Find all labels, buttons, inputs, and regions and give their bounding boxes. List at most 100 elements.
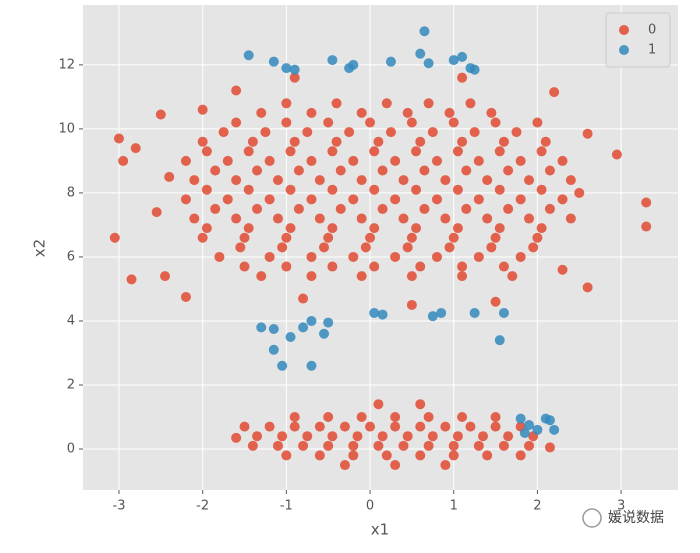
- x-tick-label: 2: [533, 499, 541, 514]
- point: [411, 184, 422, 195]
- x-tick-label: -3: [113, 499, 126, 514]
- point: [277, 360, 288, 371]
- point: [448, 55, 459, 66]
- point: [377, 309, 388, 320]
- watermark-text: 媛说数据: [608, 510, 664, 526]
- point: [323, 117, 334, 128]
- point: [461, 203, 472, 214]
- point: [377, 165, 388, 176]
- point: [427, 311, 438, 322]
- point: [314, 450, 325, 461]
- point: [415, 261, 426, 272]
- point: [285, 146, 296, 157]
- point: [118, 155, 129, 166]
- point: [482, 213, 493, 224]
- point: [423, 58, 434, 69]
- point: [423, 440, 434, 451]
- point: [452, 223, 463, 234]
- point: [536, 146, 547, 157]
- point: [189, 213, 200, 224]
- point: [327, 261, 338, 272]
- point: [348, 155, 359, 166]
- point: [306, 251, 317, 262]
- point: [544, 203, 555, 214]
- point: [327, 184, 338, 195]
- point: [239, 232, 250, 243]
- point: [155, 109, 166, 120]
- point: [478, 431, 489, 442]
- point: [247, 440, 258, 451]
- point: [494, 335, 505, 346]
- y-axis-label: x2: [31, 239, 49, 257]
- point: [243, 184, 254, 195]
- point: [557, 155, 568, 166]
- point: [415, 136, 426, 147]
- point: [327, 55, 338, 66]
- point: [565, 175, 576, 186]
- point: [348, 194, 359, 205]
- point: [415, 48, 426, 59]
- point: [473, 155, 484, 166]
- point: [423, 412, 434, 423]
- point: [390, 251, 401, 262]
- point: [180, 291, 191, 302]
- point: [565, 213, 576, 224]
- point: [402, 431, 413, 442]
- point: [411, 223, 422, 234]
- point: [398, 213, 409, 224]
- point: [298, 440, 309, 451]
- point: [515, 194, 526, 205]
- point: [352, 431, 363, 442]
- point: [130, 143, 141, 154]
- point: [348, 59, 359, 70]
- point: [281, 117, 292, 128]
- point: [285, 184, 296, 195]
- point: [231, 175, 242, 186]
- point: [239, 421, 250, 432]
- point: [398, 440, 409, 451]
- point: [306, 107, 317, 118]
- point: [549, 424, 560, 435]
- point: [327, 223, 338, 234]
- point: [528, 242, 539, 253]
- point: [498, 307, 509, 318]
- point: [415, 450, 426, 461]
- point: [532, 424, 543, 435]
- point: [218, 127, 229, 138]
- point: [302, 431, 313, 442]
- point: [544, 415, 555, 426]
- y-tick-label: 10: [58, 121, 75, 136]
- point: [298, 293, 309, 304]
- point: [151, 207, 162, 218]
- point: [344, 127, 355, 138]
- point: [306, 155, 317, 166]
- point: [264, 421, 275, 432]
- point: [289, 72, 300, 83]
- point: [436, 307, 447, 318]
- point: [448, 440, 459, 451]
- point: [419, 165, 430, 176]
- point: [498, 261, 509, 272]
- point: [406, 232, 417, 243]
- point: [457, 412, 468, 423]
- point: [373, 136, 384, 147]
- point: [356, 107, 367, 118]
- point: [365, 232, 376, 243]
- point: [427, 431, 438, 442]
- point: [289, 412, 300, 423]
- point: [431, 251, 442, 262]
- point: [201, 146, 212, 157]
- point: [160, 271, 171, 282]
- point: [469, 127, 480, 138]
- point: [323, 232, 334, 243]
- point: [431, 194, 442, 205]
- point: [306, 360, 317, 371]
- point: [348, 440, 359, 451]
- point: [494, 223, 505, 234]
- point: [268, 344, 279, 355]
- series: [109, 72, 652, 471]
- point: [524, 213, 535, 224]
- point: [473, 440, 484, 451]
- point: [490, 117, 501, 128]
